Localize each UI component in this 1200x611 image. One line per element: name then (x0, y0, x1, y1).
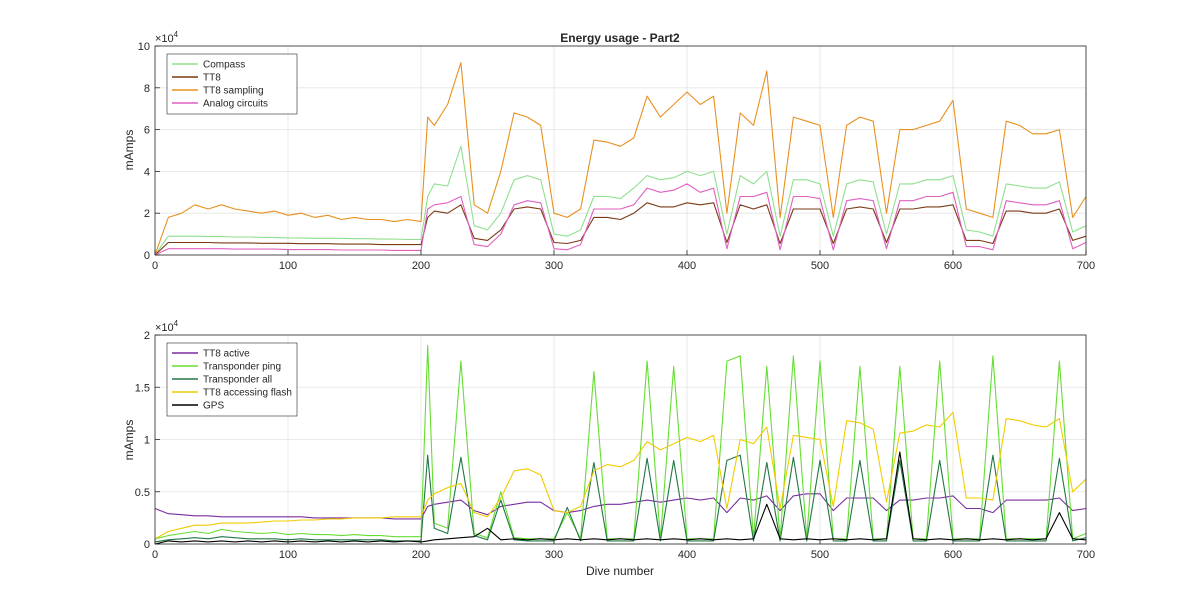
x-tick-label: 300 (545, 549, 563, 561)
x-tick-label: 300 (545, 260, 563, 272)
x-tick-label: 500 (811, 260, 829, 272)
series-line-transponder-all (154, 454, 1087, 543)
energy-plot-bottom: 0 100 200 300 400 500 600 700 0 0.5 1 1.5 2 Dive nu… (122, 319, 1095, 578)
axes-frame (154, 45, 1087, 256)
y-tick-label: 0 (144, 539, 150, 551)
series-line-tt8 (154, 202, 1087, 256)
x-ticks: 0 100 200 300 400 500 600 700 (152, 250, 1095, 272)
y-tick-label: 2 (144, 208, 150, 220)
y-tick-label: 8 (144, 83, 150, 95)
series-lines (154, 344, 1087, 545)
legend-entry: Compass (203, 60, 245, 71)
series-lines (154, 62, 1087, 256)
x-tick-label: 0 (152, 549, 158, 561)
series-line-tt8-accessing-flash (154, 411, 1087, 540)
x-tick-label: 100 (279, 260, 297, 272)
x-tick-label: 0 (152, 260, 158, 272)
x-ticks: 0 100 200 300 400 500 600 700 (152, 539, 1095, 561)
x-tick-label: 400 (678, 549, 696, 561)
legend-entry: Transponder all (203, 375, 272, 386)
x-tick-label: 600 (944, 549, 962, 561)
x-tick-label: 100 (279, 549, 297, 561)
legend-entry: Transponder ping (203, 362, 281, 373)
series-line-gps (154, 451, 1087, 545)
x-axis-label: Dive number (586, 564, 654, 578)
y-exponent-label: ×104 (155, 30, 179, 45)
y-tick-label: 4 (144, 166, 150, 178)
y-ticks: 0 0.5 1 1.5 2 (135, 330, 160, 551)
y-tick-label: 0.5 (135, 487, 150, 499)
y-axis-label: mAmps (122, 130, 136, 171)
series-line-analog-circuits (154, 183, 1087, 256)
legend-entry: Analog circuits (203, 99, 268, 110)
chart-title: Energy usage - Part2 (560, 31, 680, 45)
y-exponent-label: ×104 (155, 319, 179, 334)
legend: TT8 active Transponder ping Transponder al… (166, 342, 298, 417)
x-tick-label: 700 (1077, 549, 1095, 561)
series-line-tt8-sampling (154, 62, 1087, 256)
x-tick-label: 400 (678, 260, 696, 272)
x-tick-label: 200 (412, 260, 430, 272)
y-tick-label: 6 (144, 125, 150, 137)
series-line-tt8-active (154, 493, 1087, 520)
x-tick-label: 500 (811, 549, 829, 561)
legend-entry: TT8 accessing flash (203, 388, 292, 399)
y-tick-label: 1.5 (135, 382, 150, 394)
legend-entry: TT8 (203, 73, 221, 84)
x-tick-label: 600 (944, 260, 962, 272)
axes-background (155, 46, 1086, 255)
y-axis-label: mAmps (122, 420, 136, 461)
legend-entry: TT8 active (203, 349, 250, 360)
y-ticks: 0 2 4 6 8 10 (138, 41, 160, 262)
x-tick-label: 200 (412, 549, 430, 561)
legend: Compass TT8 TT8 sampling Analog circuits (166, 53, 298, 115)
y-tick-label: 10 (138, 41, 150, 53)
legend-entry: GPS (203, 401, 224, 412)
y-tick-label: 1 (144, 435, 150, 447)
y-tick-label: 2 (144, 330, 150, 342)
series-line-compass (154, 145, 1087, 256)
legend-entry: TT8 sampling (203, 86, 264, 97)
x-tick-label: 700 (1077, 260, 1095, 272)
energy-plot-top: 0 100 200 300 400 500 600 700 0 2 4 6 8 10 Energy us… (122, 30, 1095, 272)
y-tick-label: 0 (144, 250, 150, 262)
